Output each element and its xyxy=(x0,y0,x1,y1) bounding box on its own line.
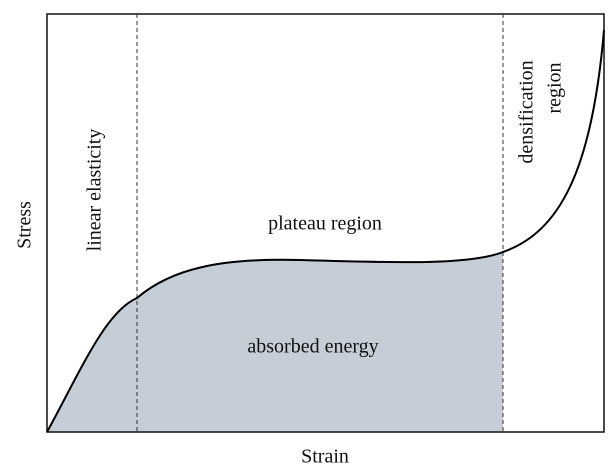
densification-label: densification xyxy=(516,60,538,163)
linear-elasticity-label: linear elasticity xyxy=(84,129,106,252)
x-axis-label: Strain xyxy=(301,446,349,468)
absorbed-energy-area xyxy=(47,252,503,432)
plateau-region-label: plateau region xyxy=(268,213,382,235)
plot-frame xyxy=(46,13,605,433)
stress-strain-curve xyxy=(46,29,605,433)
densification-region-label: region xyxy=(544,62,566,113)
y-axis-label: Stress xyxy=(14,201,36,249)
absorbed-energy-label: absorbed energy xyxy=(247,336,378,358)
